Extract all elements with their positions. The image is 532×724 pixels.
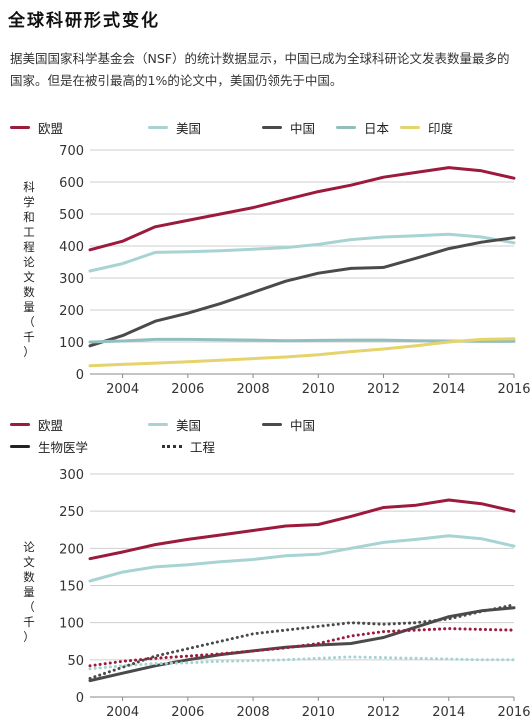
legend-item-eu: 欧盟 — [10, 117, 63, 137]
x-tick-label: 2012 — [367, 382, 400, 397]
x-tick-label: 2004 — [106, 382, 139, 397]
x-tick-label: 2012 — [367, 705, 400, 720]
legend-item-biomedical: 生物医学 — [10, 436, 88, 456]
legend-label: 工程 — [190, 439, 216, 455]
series-line — [88, 337, 516, 368]
legend-swatch — [10, 444, 30, 448]
y-tick-label: 0 — [76, 368, 84, 383]
series-line — [88, 627, 516, 668]
legend-item-china: 中国 — [262, 117, 315, 137]
x-tick-label: 2008 — [237, 382, 270, 397]
x-tick-label: 2010 — [302, 705, 335, 720]
legend-swatch — [262, 125, 282, 129]
chart1-y-axis-label: 科学和工程论文数量（千） — [23, 180, 35, 359]
legend-label: 欧盟 — [38, 417, 64, 433]
legend-swatch — [10, 125, 30, 129]
legend-label: 欧盟 — [38, 120, 64, 136]
chart2-plot: 0 50 100 150 200 250 300 2004 2006 2008 2010 2012 20… — [59, 468, 530, 720]
y-tick-label: 100 — [59, 617, 84, 632]
chart1-legend: 欧盟 美国 中国 日本 印度 — [0, 117, 532, 137]
series-line — [88, 236, 516, 348]
y-tick-label: 0 — [76, 691, 84, 706]
legend-label: 中国 — [290, 120, 316, 136]
legend-swatch — [162, 444, 182, 448]
chart2-y-axis-label: 论文数量（千） — [23, 540, 35, 644]
page-title: 全球科研形式变化 — [8, 11, 160, 31]
chart1-plot: 0 100 200 300 400 500 600 700 2004 2006 2008 2010 20… — [59, 144, 530, 397]
x-tick-label: 2016 — [497, 705, 530, 720]
legend-label: 日本 — [364, 120, 390, 136]
series-line — [88, 337, 516, 344]
legend-item-us: 美国 — [148, 117, 201, 137]
legend-item-india: 印度 — [400, 117, 453, 137]
legend-label: 印度 — [428, 120, 454, 136]
legend-swatch — [148, 125, 168, 129]
legend-swatch — [336, 125, 356, 129]
y-tick-label: 300 — [59, 272, 84, 287]
legend-label: 中国 — [290, 417, 316, 433]
x-tick-label: 2006 — [171, 382, 204, 397]
x-tick-label: 2006 — [171, 705, 204, 720]
description: 据美国国家科学基金会（NSF）的统计数据显示，中国已成为全球科研论文发表数量最多… — [10, 51, 510, 88]
series-line — [88, 534, 516, 583]
legend-swatch — [148, 422, 168, 426]
chart2-legend-row2: 生物医学 工程 — [0, 436, 532, 456]
legend-swatch — [10, 422, 30, 426]
legend-item-china: 中国 — [262, 414, 315, 434]
y-tick-label: 100 — [59, 336, 84, 351]
series-line — [88, 166, 516, 252]
series-line — [88, 603, 516, 680]
series-line — [88, 498, 516, 561]
legend-swatch — [262, 422, 282, 426]
y-tick-label: 200 — [59, 542, 84, 557]
x-tick-label: 2008 — [237, 705, 270, 720]
y-tick-label: 300 — [59, 468, 84, 483]
x-tick-label: 2014 — [432, 382, 465, 397]
x-tick-label: 2016 — [497, 382, 530, 397]
y-tick-label: 250 — [59, 505, 84, 520]
legend-label: 美国 — [176, 417, 202, 433]
x-tick-label: 2010 — [302, 382, 335, 397]
y-tick-label: 200 — [59, 304, 84, 319]
y-tick-label: 400 — [59, 240, 84, 255]
legend-label: 美国 — [176, 120, 202, 136]
legend-item-eu: 欧盟 — [10, 414, 63, 434]
series-line — [88, 655, 516, 671]
legend-item-japan: 日本 — [336, 117, 389, 137]
y-tick-label: 50 — [67, 654, 84, 669]
series-line — [88, 232, 516, 273]
x-tick-label: 2014 — [432, 705, 465, 720]
legend-item-us: 美国 — [148, 414, 201, 434]
legend-item-engineering: 工程 — [162, 436, 215, 456]
chart2-legend-row1: 欧盟 美国 中国 — [0, 414, 532, 434]
y-tick-label: 600 — [59, 176, 84, 191]
x-tick-label: 2004 — [106, 705, 139, 720]
legend-label: 生物医学 — [38, 439, 89, 455]
y-tick-label: 500 — [59, 208, 84, 223]
y-tick-label: 700 — [59, 144, 84, 159]
y-tick-label: 150 — [59, 580, 84, 595]
legend-swatch — [400, 125, 420, 129]
